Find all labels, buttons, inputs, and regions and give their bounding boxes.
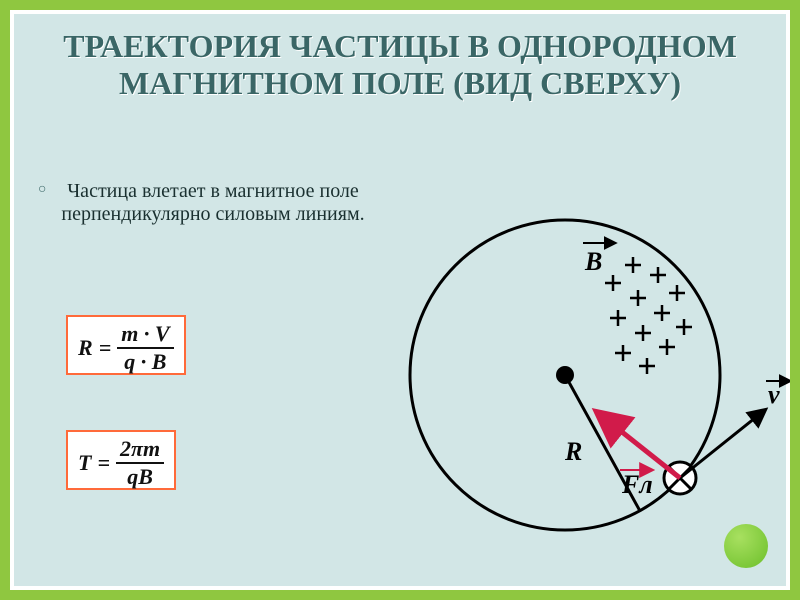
formula-T-den: qB	[123, 464, 157, 488]
formula-radius: R = m · V q · B	[66, 315, 186, 375]
velocity-arrow	[680, 410, 765, 478]
b-label: B	[584, 247, 602, 276]
decorative-dot-icon	[724, 524, 768, 568]
formula-R-lhs: R	[78, 335, 93, 361]
field-into-page-icon	[605, 257, 692, 374]
trajectory-diagram: R B v Fл	[370, 185, 790, 585]
formula-T-eq: =	[97, 450, 110, 476]
slide-title: ТРАЕКТОРИЯ ЧАСТИЦЫ В ОДНОРОДНОМ МАГНИТНО…	[10, 10, 790, 110]
formula-R-den: q · B	[120, 349, 170, 373]
bullet-text: Частица влетает в магнитное поле перпенд…	[58, 180, 368, 226]
force-label: Fл	[621, 470, 653, 499]
formula-R-eq: =	[99, 335, 112, 361]
formula-period: T = 2πm qB	[66, 430, 176, 490]
force-arrow	[598, 413, 680, 478]
velocity-label: v	[768, 380, 780, 409]
slide: ТРАЕКТОРИЯ ЧАСТИЦЫ В ОДНОРОДНОМ МАГНИТНО…	[0, 0, 800, 600]
formula-T-num: 2πm	[116, 438, 164, 464]
formula-T-lhs: T	[78, 450, 91, 476]
formula-R-num: m · V	[117, 323, 173, 349]
radius-label: R	[564, 437, 582, 466]
